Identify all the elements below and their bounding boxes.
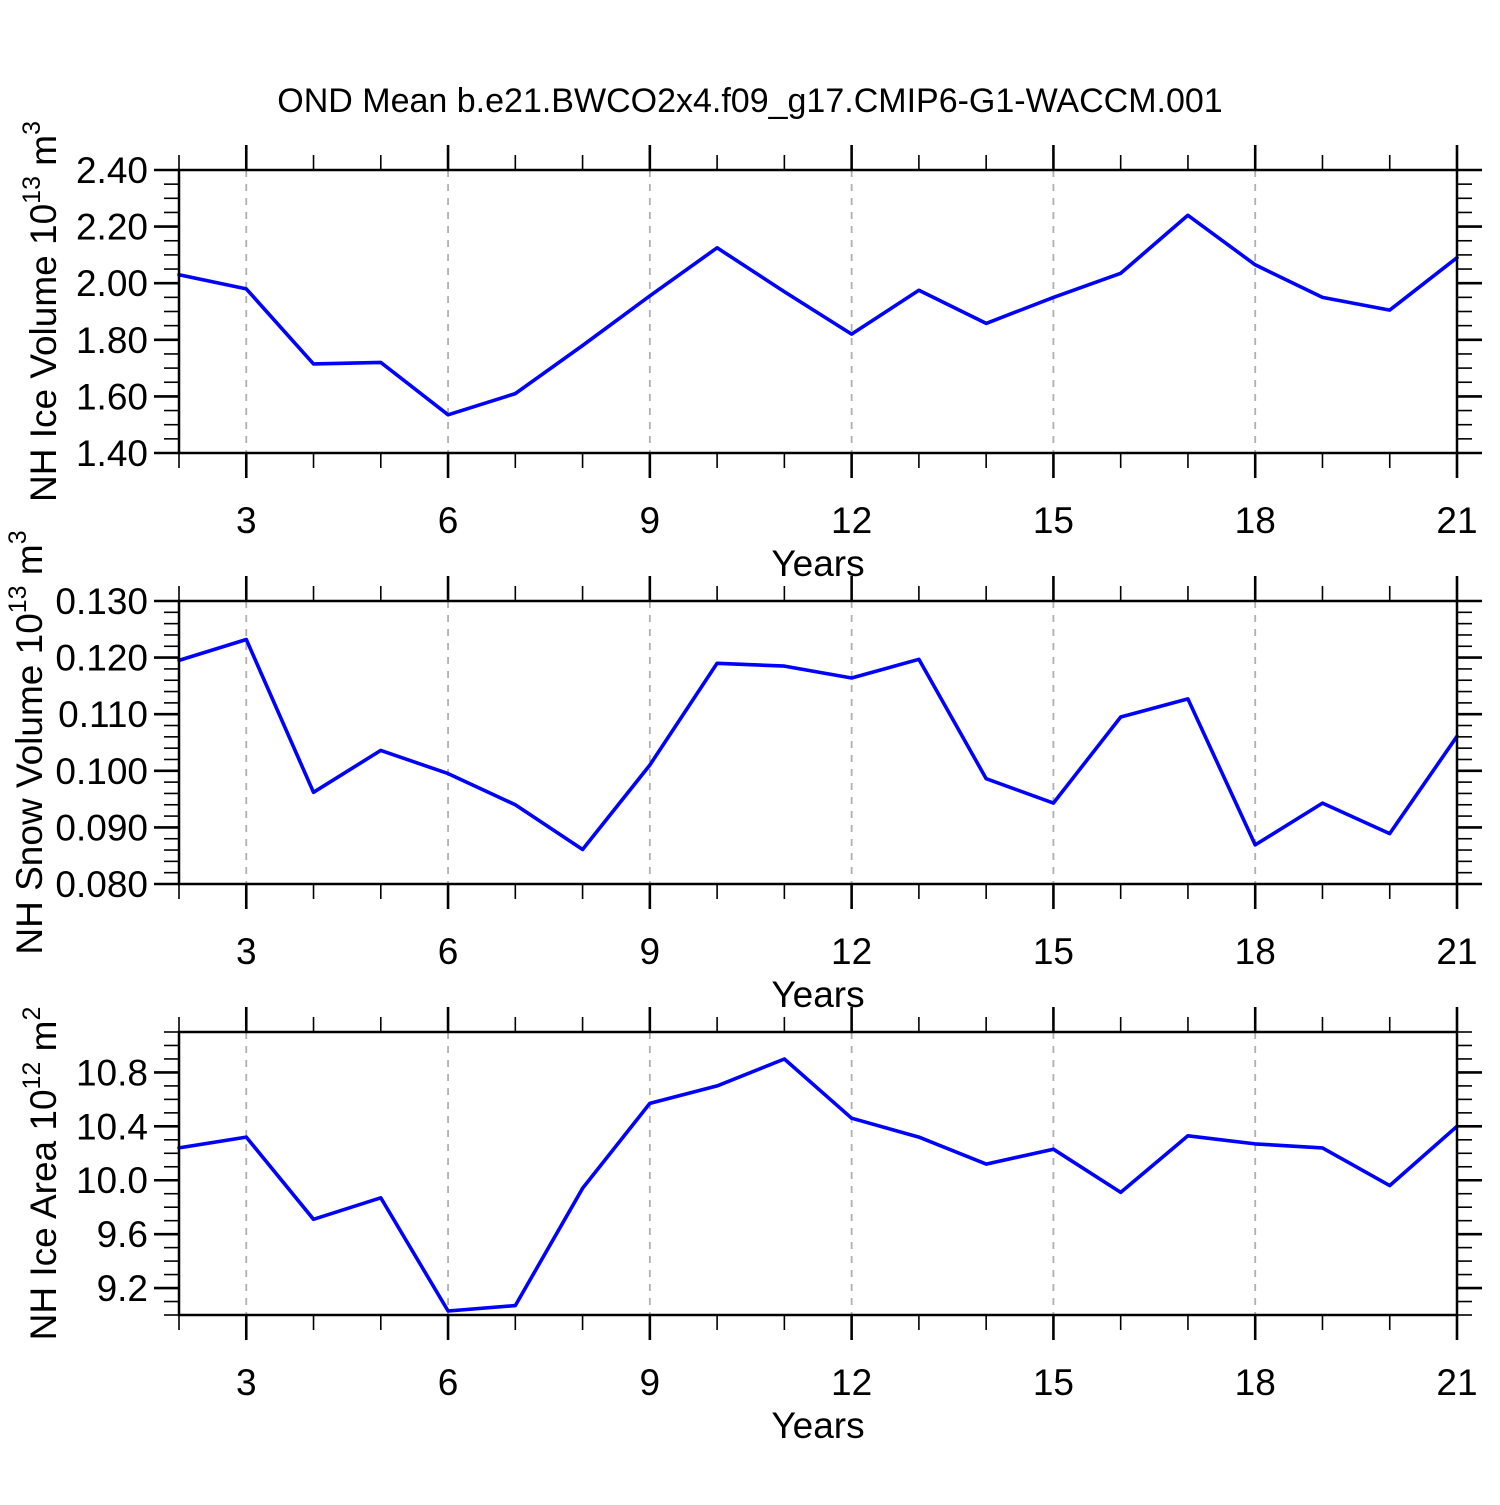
y-tick-label: 2.00 (76, 263, 148, 304)
panel-nh-ice-volume: 1.40 1.60 1.80 2.00 2.20 2.40 3 6 9 12 15 18 21 Years… (18, 121, 1482, 584)
y-tick-label: 1.60 (76, 376, 148, 417)
gridlines (245, 601, 1257, 884)
y-tick-label: 0.130 (55, 581, 148, 622)
axis-ticks (154, 576, 1482, 909)
y-axis-title: NH Ice Area 1012 m2 (18, 1007, 64, 1341)
x-tick-label: 9 (640, 931, 661, 972)
y-tick-label: 0.090 (55, 807, 148, 848)
y-axis-title-text: m (23, 135, 64, 176)
y-tick-label: 10.0 (76, 1160, 148, 1201)
x-tick-label: 6 (438, 1362, 459, 1403)
x-tick-label: 9 (640, 1362, 661, 1403)
y-axis-title-superscript: 13 (4, 585, 32, 613)
y-tick-label: 0.120 (55, 638, 148, 679)
y-axis-title-text: NH Ice Volume 10 (23, 204, 64, 502)
y-axis-title-superscript: 2 (18, 1007, 46, 1021)
y-tick-label: 9.6 (97, 1214, 148, 1255)
gridlines (245, 170, 1257, 453)
panel-nh-snow-volume: 0.080 0.090 0.100 0.110 0.120 0.130 3 6 9 12 15 18 2… (4, 530, 1482, 1015)
y-axis-title-text: NH Snow Volume 10 (9, 613, 50, 954)
y-axis-title-superscript: 13 (18, 176, 46, 204)
x-tick-label: 9 (640, 500, 661, 541)
x-tick-label: 15 (1033, 1362, 1074, 1403)
x-tick-label: 6 (438, 931, 459, 972)
x-tick-label: 3 (236, 500, 257, 541)
y-tick-label: 9.2 (97, 1268, 148, 1309)
y-axis-title-superscript: 12 (18, 1062, 46, 1090)
x-axis-title: Years (771, 543, 864, 584)
x-tick-label: 15 (1033, 500, 1074, 541)
y-tick-label: 2.40 (76, 150, 148, 191)
axis-ticks (154, 1007, 1482, 1340)
x-tick-label: 3 (236, 931, 257, 972)
x-tick-label: 18 (1235, 500, 1276, 541)
y-tick-label: 0.100 (55, 751, 148, 792)
y-axis-title-superscript: 3 (4, 530, 32, 544)
y-tick-label: 10.8 (76, 1052, 148, 1093)
x-tick-label: 3 (236, 1362, 257, 1403)
axis-ticks (154, 145, 1482, 478)
chart-title: OND Mean b.e21.BWCO2x4.f09_g17.CMIP6-G1-… (277, 82, 1222, 120)
panel-nh-ice-area: 9.2 9.6 10.0 10.4 10.8 3 6 9 12 15 18 21 Years NH Ice… (18, 1007, 1482, 1446)
x-tick-label: 18 (1235, 931, 1276, 972)
data-line-nh-ice-area (177, 1057, 1459, 1313)
x-tick-label: 6 (438, 500, 459, 541)
plot-box (177, 1030, 1459, 1317)
y-tick-label: 10.4 (76, 1106, 148, 1147)
y-tick-label: 0.080 (55, 864, 148, 905)
x-tick-label: 18 (1235, 1362, 1276, 1403)
x-tick-label: 12 (831, 1362, 872, 1403)
x-tick-label: 15 (1033, 931, 1074, 972)
x-axis-title: Years (771, 1405, 864, 1446)
x-tick-label: 21 (1436, 500, 1477, 541)
y-tick-label: 0.110 (58, 694, 148, 735)
y-axis-title-text: m (9, 544, 50, 585)
y-axis-title-text: m (23, 1021, 64, 1062)
y-axis-title: NH Snow Volume 1013 m3 (4, 530, 50, 954)
x-tick-label: 21 (1436, 931, 1477, 972)
data-line-nh-ice-volume (177, 213, 1459, 417)
y-tick-label: 1.40 (76, 433, 148, 474)
x-tick-label: 12 (831, 931, 872, 972)
x-axis-title: Years (771, 974, 864, 1015)
y-axis-title-superscript: 3 (18, 121, 46, 135)
y-tick-label: 2.20 (76, 207, 148, 248)
y-axis-title-text: NH Ice Area 10 (23, 1089, 64, 1340)
plot-box (177, 599, 1459, 886)
gridlines (245, 1032, 1257, 1315)
data-line-nh-snow-volume (177, 637, 1459, 852)
y-axis-title: NH Ice Volume 1013 m3 (18, 121, 64, 502)
y-tick-label: 1.80 (76, 320, 148, 361)
x-tick-label: 21 (1436, 1362, 1477, 1403)
x-tick-label: 12 (831, 500, 872, 541)
